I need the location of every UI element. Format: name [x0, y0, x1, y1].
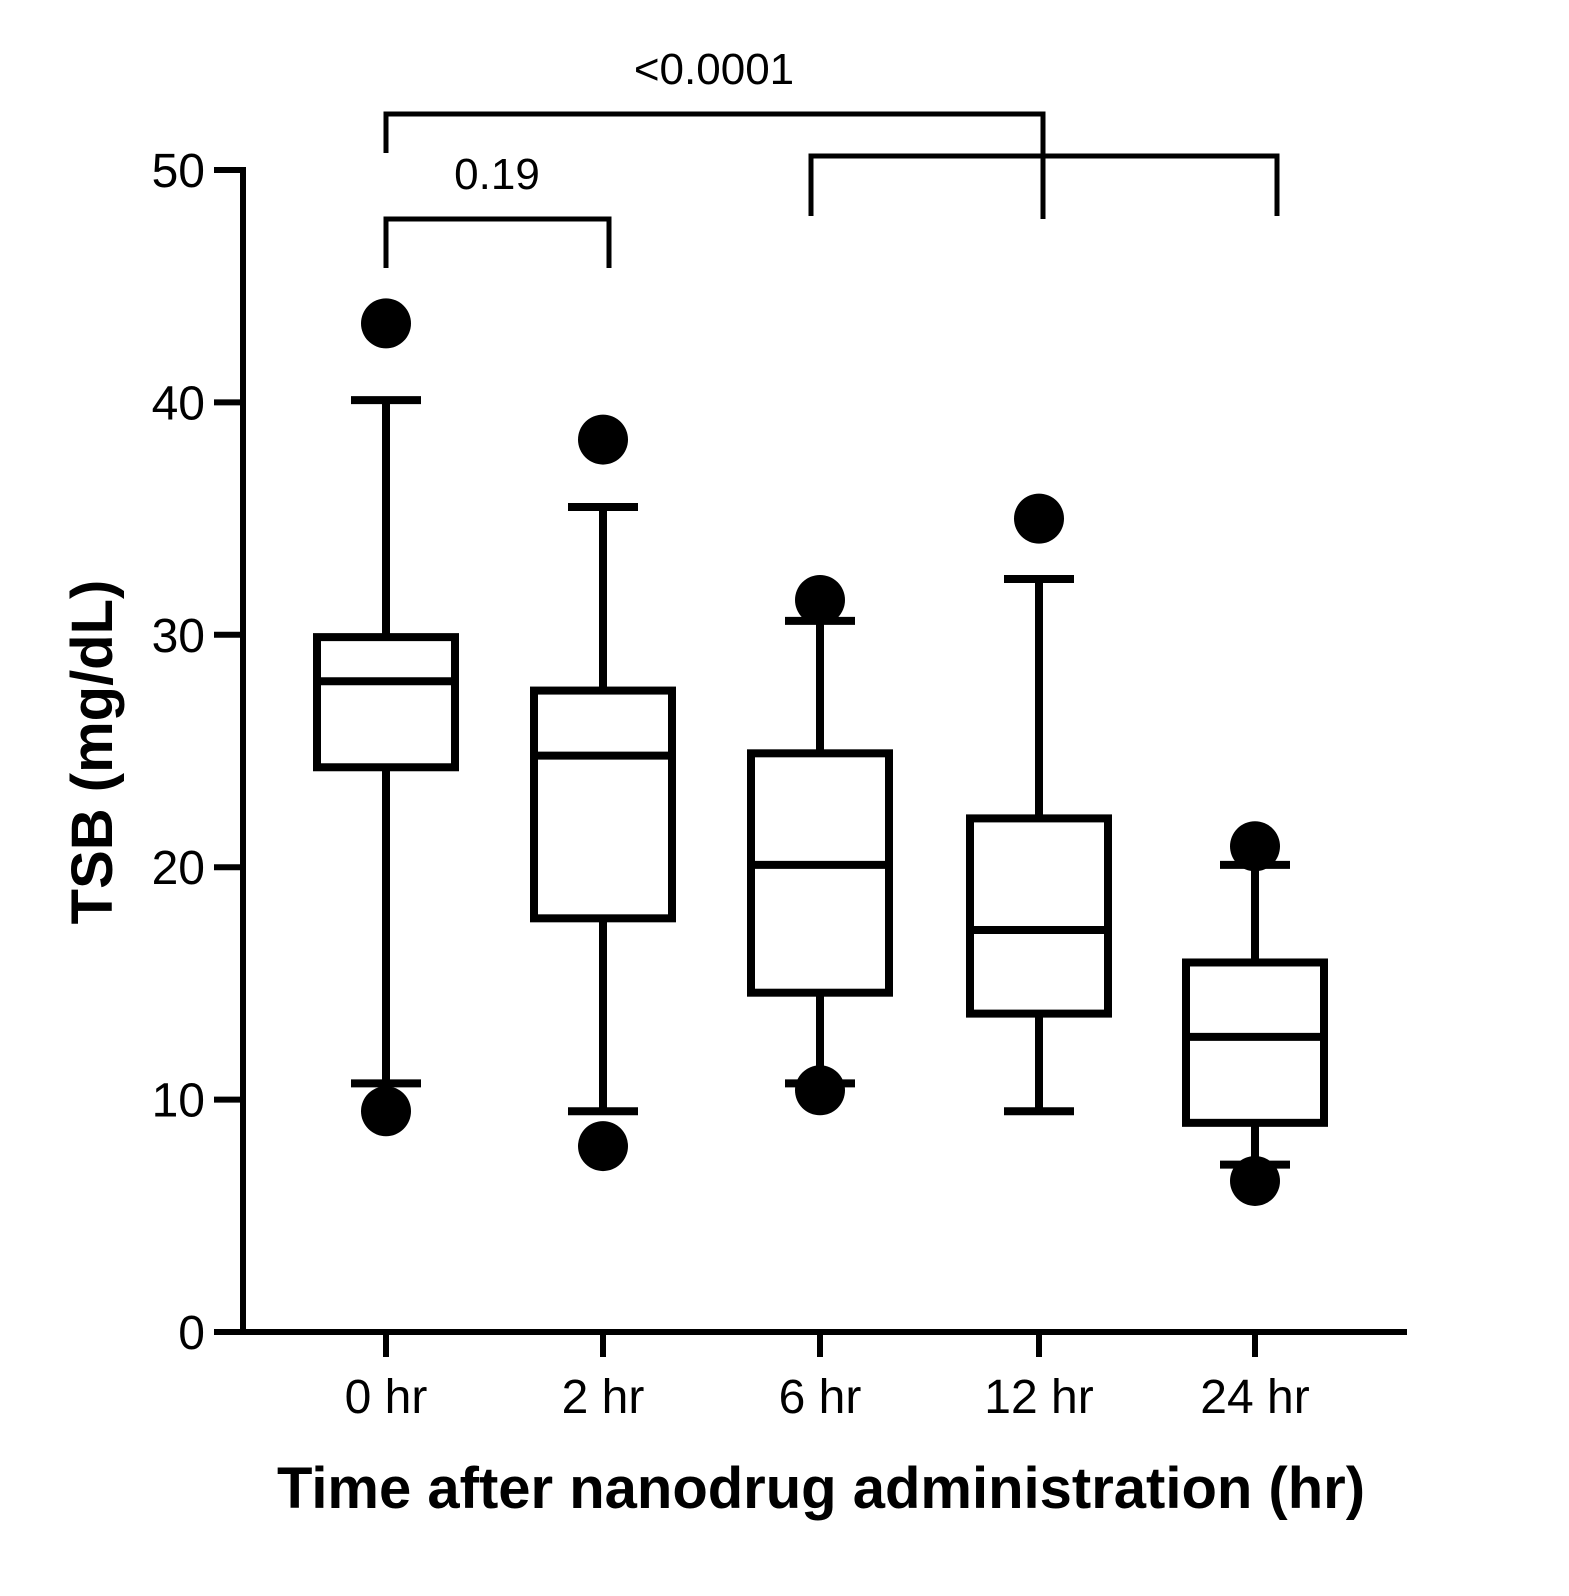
- outlier-point: [578, 1121, 628, 1172]
- significance-brackets: 0.19 <0.0001: [383, 45, 1280, 268]
- x-tick-label: 24 hr: [1200, 1371, 1309, 1424]
- outlier-point: [361, 298, 411, 349]
- pvalue-label-0-group: <0.0001: [634, 45, 794, 94]
- boxes: [313, 298, 1328, 1206]
- x-tick-label: 2 hr: [562, 1371, 645, 1424]
- pvalue-label-0-2: 0.19: [454, 150, 540, 199]
- outlier-point: [361, 1086, 411, 1137]
- box-group: [530, 414, 676, 1172]
- x-axis-title: Time after nanodrug administration (hr): [277, 1456, 1365, 1521]
- outlier-point: [795, 1065, 845, 1116]
- y-axis-title: TSB (mg/dL): [60, 580, 125, 925]
- axes: [240, 167, 1407, 1335]
- outlier-point: [1014, 493, 1064, 544]
- y-ticks: 0 10 20 30 40 50: [152, 145, 243, 1360]
- box-group: [747, 574, 893, 1116]
- y-tick-label: 0: [178, 1307, 205, 1360]
- y-tick-label: 20: [152, 842, 205, 895]
- y-tick-label: 30: [152, 610, 205, 663]
- iqr-box: [530, 686, 676, 923]
- y-tick-label: 50: [152, 145, 205, 198]
- iqr-box: [966, 814, 1112, 1018]
- outlier-point: [795, 574, 845, 625]
- x-tick-label: 12 hr: [984, 1371, 1093, 1424]
- iqr-box: [313, 633, 459, 772]
- bracket-0-2: [383, 216, 612, 268]
- box-group: [966, 493, 1112, 1116]
- iqr-box: [1182, 958, 1328, 1127]
- y-tick-label: 10: [152, 1075, 205, 1128]
- bracket-0-group: [383, 111, 1046, 219]
- iqr-box: [747, 749, 893, 997]
- outlier-point: [1230, 1155, 1280, 1206]
- y-tick-label: 40: [152, 377, 205, 430]
- box-group: [1182, 821, 1328, 1206]
- x-tick-label: 0 hr: [345, 1371, 428, 1424]
- x-tick-label: 6 hr: [779, 1371, 862, 1424]
- box-group: [313, 298, 459, 1137]
- outlier-point: [578, 414, 628, 465]
- x-ticks: 0 hr 2 hr 6 hr 12 hr 24 hr: [345, 1332, 1310, 1424]
- outlier-point: [1230, 821, 1280, 872]
